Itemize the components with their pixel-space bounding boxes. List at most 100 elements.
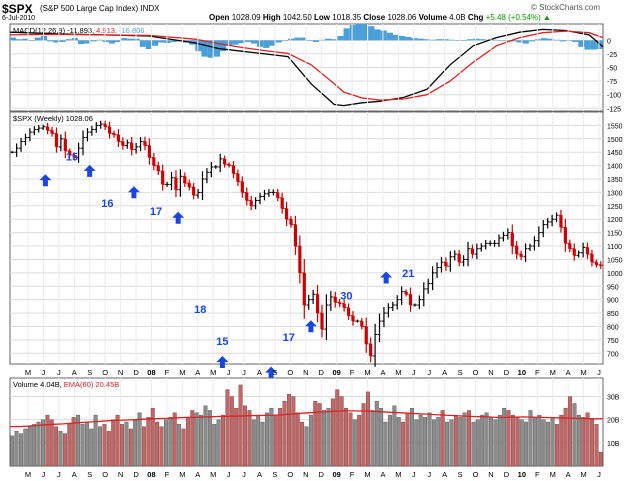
- ohlc-body: [284, 208, 289, 220]
- volume-title: Volume 4.04B, EMA(60) 20.45B: [13, 380, 119, 389]
- x-tick-label: M: [395, 470, 401, 479]
- ohlc-bar: [253, 197, 258, 210]
- ohlc-body: [63, 138, 67, 151]
- volume-bar: [576, 414, 581, 467]
- volume-bar: [313, 401, 318, 467]
- volume-bar: [511, 414, 515, 467]
- macd-histogram-bar: [158, 40, 165, 43]
- ohlc-body: [121, 141, 125, 146]
- high-label: High: [262, 13, 281, 22]
- ohlc-bar: [337, 298, 342, 308]
- ohlc-bar: [598, 261, 603, 269]
- ohlc-bar: [324, 294, 329, 340]
- ohlc-body: [143, 141, 147, 146]
- volume-bar: [93, 414, 98, 467]
- x-tick-label: N: [118, 470, 123, 479]
- x-tick-label: D: [133, 368, 139, 377]
- ohlc-body: [156, 165, 160, 171]
- x-tick-label: J: [427, 470, 431, 479]
- volume-bar: [282, 401, 287, 467]
- ohlc-bar: [151, 152, 156, 171]
- x-tick-label: F: [535, 470, 540, 479]
- volume-bar: [62, 433, 67, 467]
- x-tick-label: M: [395, 368, 401, 377]
- volume-bar: [238, 384, 243, 467]
- price-tick-label: 1200: [607, 217, 623, 224]
- ohlc-bar: [107, 121, 112, 139]
- ohlc-body: [298, 246, 302, 273]
- macd-tick-label: -50: [607, 66, 617, 73]
- volume-bar: [339, 396, 344, 467]
- ohlc-bar: [280, 192, 285, 214]
- price-frame: [9, 111, 604, 365]
- ohlc-bar: [342, 299, 347, 312]
- x-axis-middle: M J J A S O N D 08 F M A M J J A S O N D 09 F M A M J J A S O N D 10 F M A M…: [25, 368, 601, 377]
- price-tick-label: 1000: [607, 271, 623, 278]
- volume-bar: [40, 419, 45, 467]
- volume-bar: [449, 419, 454, 467]
- macd-histogram-bar: [417, 38, 424, 41]
- ohlc-bar: [514, 240, 519, 260]
- x-tick-label: M: [550, 470, 556, 479]
- ohlc-body: [519, 254, 523, 257]
- volume-bar: [76, 414, 81, 467]
- volume-bar: [106, 431, 111, 467]
- ohlc-bar: [98, 120, 103, 129]
- macd-tick-label: 0: [607, 38, 611, 45]
- ohlc-bar: [532, 236, 537, 251]
- x-tick-label: S: [272, 470, 277, 479]
- ohlc-bar: [541, 220, 546, 238]
- volume-bar: [489, 417, 493, 467]
- volume-bar: [436, 417, 441, 467]
- ohlc-body: [594, 262, 598, 265]
- ohlc-bar: [359, 318, 364, 330]
- volume-bar: [291, 396, 296, 467]
- close-value: 1028.06: [387, 13, 417, 22]
- ohlc-body: [50, 130, 54, 134]
- x-tick-label: O: [287, 470, 293, 479]
- volume-bar: [19, 433, 23, 467]
- volume-bar: [524, 421, 529, 467]
- up-arrow-icon: ▲: [543, 13, 551, 22]
- x-tick-label: N: [488, 368, 493, 377]
- ohlc-bar: [116, 129, 121, 147]
- volume-bar: [344, 407, 348, 467]
- ohlc-body: [183, 176, 187, 184]
- volume-bar: [23, 428, 28, 467]
- chart-header: $SPX (S&P 500 Large Cap Index) INDX 6-Ju…: [0, 0, 640, 24]
- ohlc-body: [231, 165, 236, 174]
- ohlc-body: [236, 173, 240, 182]
- ohlc-bar: [505, 228, 510, 240]
- volume-bar: [590, 419, 594, 467]
- volume-bar: [190, 410, 195, 467]
- volume-bar: [462, 412, 467, 467]
- ohlc-bar: [404, 289, 409, 297]
- volume-bar: [361, 403, 366, 467]
- macd-histogram-bar: [473, 38, 480, 41]
- up-arrow-icon: [380, 271, 393, 284]
- x-tick-label: D: [504, 470, 510, 479]
- volume-bar: [115, 414, 120, 467]
- ohlc-bar: [14, 143, 19, 157]
- ohlc-bar: [187, 179, 192, 191]
- ohlc-bar: [421, 282, 426, 307]
- ohlc-body: [572, 248, 576, 256]
- up-arrow-icon: [304, 320, 317, 333]
- price-tick-label: 1500: [607, 137, 623, 144]
- ohlc-body: [174, 177, 178, 190]
- ohlc-bar: [271, 189, 276, 196]
- macd-histogram-bar: [491, 39, 498, 41]
- x-tick-label: J: [57, 368, 61, 377]
- ohlc-bar: [443, 257, 448, 271]
- ema-legend: EMA(60) 20.45B: [64, 380, 119, 389]
- volume-bar: [480, 414, 485, 467]
- x-tick-label: M: [550, 368, 556, 377]
- ohlc-bar: [430, 266, 435, 291]
- volume-bar: [467, 410, 471, 467]
- ohlc-body: [293, 224, 298, 247]
- macd-legend-macd: MACD(12,26,9) -11.893,: [13, 26, 94, 35]
- ohlc-bar: [138, 137, 143, 152]
- volume-bar: [137, 412, 142, 467]
- ohlc-body: [46, 126, 50, 131]
- volume-bar: [532, 417, 537, 467]
